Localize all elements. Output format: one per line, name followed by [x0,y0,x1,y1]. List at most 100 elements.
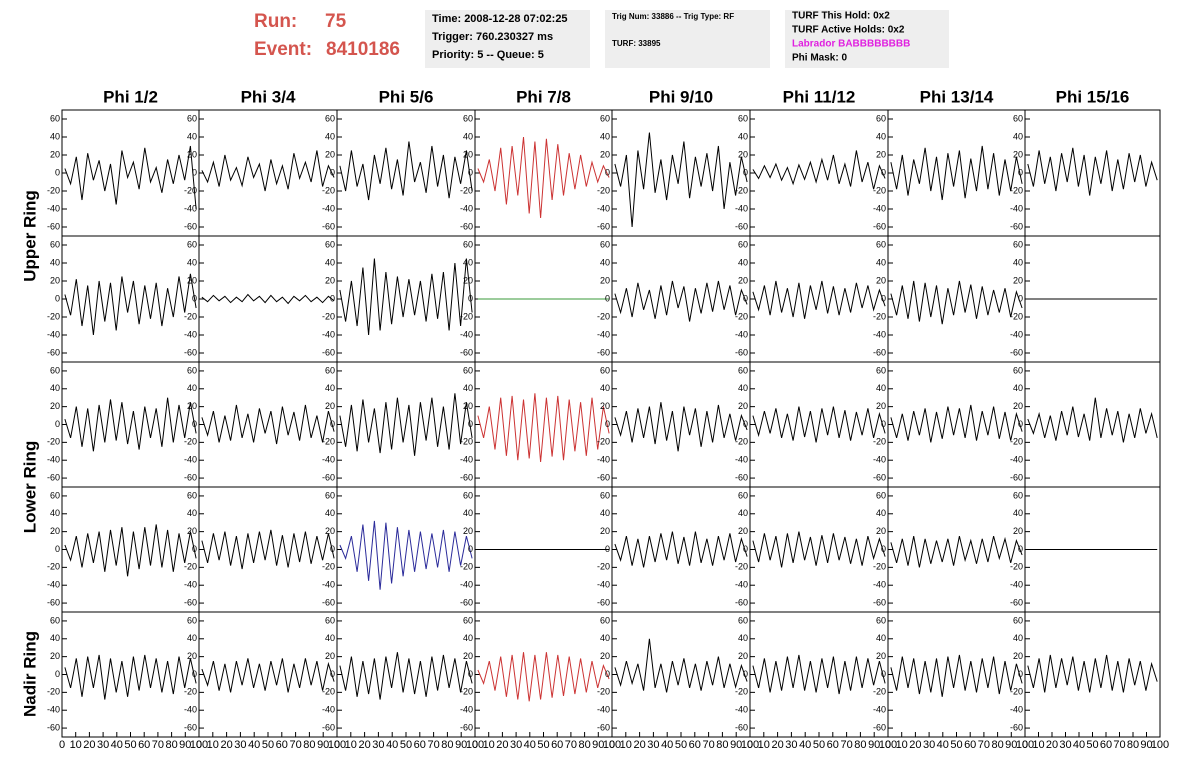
x-tick-label: 60 [964,739,976,751]
y-tick-label: 60 [876,365,886,375]
waveform [890,280,1023,325]
y-tick-label: -20 [597,311,610,321]
y-tick-label: 0 [55,167,60,177]
y-tick-label: -40 [322,580,335,590]
y-tick-label: 20 [325,149,335,159]
y-tick-label: 60 [738,615,748,625]
y-tick-label: -20 [460,311,473,321]
y-tick-label: -60 [735,221,748,231]
column-title: Phi 11/12 [783,87,856,106]
y-tick-label: 60 [325,365,335,375]
y-tick-label: -40 [1010,329,1023,339]
y-tick-label: 0 [192,167,197,177]
y-tick-label: 40 [876,257,886,267]
y-tick-label: 0 [881,669,886,679]
x-tick-label: 10 [758,739,770,751]
x-tick-label: 20 [1046,739,1058,751]
y-tick-label: 20 [738,149,748,159]
y-tick-label: -60 [184,221,197,231]
y-tick-label: -60 [47,472,60,482]
waveform [752,406,886,443]
y-tick-label: -20 [184,562,197,572]
y-tick-label: 40 [1013,131,1023,141]
x-tick-label: 90 [317,739,329,751]
y-tick-label: -40 [735,455,748,465]
y-tick-label: -20 [184,311,197,321]
x-tick-label: 100 [741,739,759,751]
y-tick-label: -20 [735,562,748,572]
y-tick-label: -40 [873,580,886,590]
y-tick-label: 20 [600,651,610,661]
y-tick-label: 60 [738,239,748,249]
y-tick-label: -60 [322,472,335,482]
waveform [201,150,335,192]
y-tick-label: -40 [47,455,60,465]
x-tick-label: 30 [647,739,659,751]
y-tick-label: 0 [743,293,748,303]
x-tick-label: 30 [510,739,522,751]
column-title: Phi 7/8 [516,87,571,106]
y-tick-label: 60 [325,490,335,500]
y-tick-label: 0 [468,419,473,429]
y-tick-label: 0 [743,167,748,177]
y-tick-label: 20 [50,149,60,159]
waveform [64,397,197,452]
y-tick-label: 60 [876,239,886,249]
x-tick-label: 60 [689,739,701,751]
y-tick-label: 40 [463,257,473,267]
event-number: 8410186 [326,39,400,60]
x-tick-label: 50 [537,739,549,751]
waveform [752,280,886,319]
y-tick-label: 0 [881,167,886,177]
waveform [1027,147,1158,196]
y-tick-label: -40 [184,455,197,465]
y-tick-label: 20 [187,149,197,159]
waveform [339,520,473,590]
y-tick-label: 40 [738,257,748,267]
y-tick-label: 40 [50,633,60,643]
y-tick-label: 20 [1013,526,1023,536]
y-tick-label: 0 [881,544,886,554]
y-tick-label: 0 [192,669,197,679]
x-tick-label: 60 [138,739,150,751]
y-tick-label: -40 [735,329,748,339]
y-tick-label: 20 [600,401,610,411]
y-tick-label: 60 [1013,365,1023,375]
x-tick-label: 70 [565,739,577,751]
y-tick-label: 40 [1013,383,1023,393]
x-tick-label: 60 [551,739,563,751]
x-tick-label: 10 [896,739,908,751]
x-tick-label: 50 [675,739,687,751]
x-tick-label: 90 [730,739,742,751]
y-tick-label: 60 [738,113,748,123]
y-tick-label: -60 [460,347,473,357]
column-title: Phi 9/10 [649,87,713,106]
y-tick-label: 0 [605,167,610,177]
waveform [1027,397,1158,443]
y-tick-label: -60 [597,221,610,231]
waveform [477,136,610,219]
y-tick-label: 0 [468,669,473,679]
x-tick-label: 60 [1100,739,1112,751]
y-tick-label: -40 [873,705,886,715]
y-tick-label: -20 [47,562,60,572]
y-tick-label: 0 [605,419,610,429]
y-tick-label: -60 [735,597,748,607]
y-tick-label: 40 [738,131,748,141]
y-tick-label: 60 [600,113,610,123]
x-tick-label: 10 [70,739,82,751]
y-tick-label: -60 [597,472,610,482]
waveform [614,638,748,693]
x-tick-label: 100 [466,739,484,751]
y-tick-label: -20 [460,687,473,697]
x-tick-label: 90 [592,739,604,751]
x-tick-label: 50 [950,739,962,751]
y-tick-label: -60 [184,597,197,607]
y-tick-label: -60 [47,722,60,732]
y-tick-label: -20 [322,185,335,195]
y-tick-label: 20 [463,275,473,285]
waveform [201,293,335,305]
y-tick-label: 40 [325,508,335,518]
x-tick-label: 50 [813,739,825,751]
x-tick-label: 90 [179,739,191,751]
